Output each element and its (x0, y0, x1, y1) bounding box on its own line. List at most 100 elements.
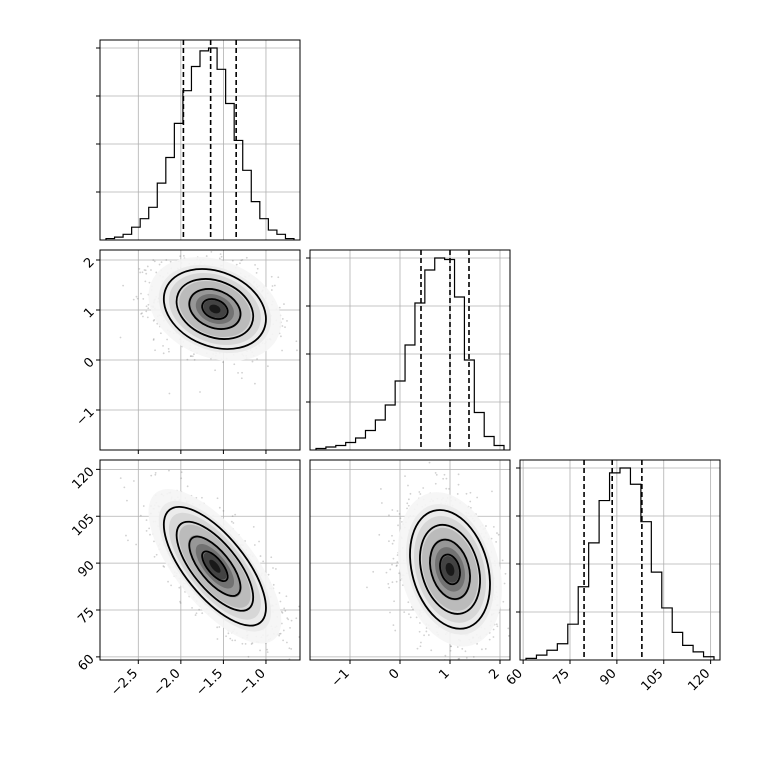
sample-point (147, 307, 150, 310)
density-fill (209, 304, 221, 314)
sample-point (393, 539, 395, 542)
sample-point (399, 579, 402, 582)
sample-point (138, 267, 141, 270)
sample-point (179, 255, 182, 258)
x-tick-label-p0: −2.5 (108, 666, 141, 699)
sample-point (152, 319, 155, 322)
sample-point (182, 254, 185, 257)
x-tick-label-p0: −2.0 (151, 666, 184, 699)
sample-point (186, 358, 189, 361)
density-fill (209, 559, 221, 573)
sample-point (167, 348, 170, 350)
sample-point (267, 573, 270, 576)
sample-point (380, 502, 383, 504)
sample-point (272, 583, 275, 586)
sample-point (154, 471, 157, 474)
sample-point (290, 648, 293, 650)
sample-point (407, 504, 410, 507)
sample-point (150, 269, 152, 271)
sample-point (219, 253, 222, 256)
sample-point (320, 599, 322, 601)
sample-point (168, 469, 170, 472)
sample-point (507, 627, 510, 630)
sample-point (389, 611, 391, 614)
sample-point (270, 556, 273, 559)
sample-point (284, 610, 287, 612)
sample-point (295, 617, 298, 620)
contour-line (439, 553, 461, 586)
sample-point (125, 534, 127, 537)
sample-point (256, 358, 258, 360)
sample-point (507, 634, 510, 637)
sample-point (154, 473, 157, 476)
panel-frame-p0-p2 (99, 459, 301, 661)
panel-frame-p0-p1 (99, 249, 301, 451)
panel-hist-p2 (519, 459, 721, 661)
sample-point (168, 392, 171, 395)
sample-point (127, 539, 129, 542)
sample-point (167, 580, 169, 583)
sample-point (457, 658, 460, 660)
sample-point (152, 338, 155, 340)
sample-point (254, 264, 256, 266)
sample-point (409, 492, 412, 495)
sample-point (240, 377, 243, 380)
y-tick-label-p2: 105 (69, 511, 97, 539)
sample-point (239, 262, 241, 265)
sample-point (407, 498, 410, 501)
y-tick-label-p2: 120 (69, 464, 97, 492)
sample-point (423, 634, 425, 637)
sample-point (287, 618, 290, 621)
sample-point (284, 326, 286, 329)
sample-point (272, 567, 274, 569)
sample-point (279, 600, 282, 603)
sample-point (391, 542, 394, 545)
y-tick-label-p1: 1 (81, 305, 97, 321)
sample-point (159, 332, 162, 335)
sample-point (524, 585, 526, 587)
sample-point (456, 493, 459, 495)
sample-point (145, 310, 148, 313)
sample-point (283, 607, 286, 610)
sample-point (222, 361, 224, 364)
sample-point (502, 600, 505, 603)
sample-point (266, 365, 269, 368)
sample-point (252, 661, 254, 663)
panel-frame-p1-p2 (309, 459, 511, 661)
sample-point (170, 584, 172, 587)
sample-point (179, 600, 181, 603)
sample-point (153, 540, 155, 543)
sample-point (282, 639, 285, 642)
sample-point (123, 486, 126, 489)
sample-point (240, 259, 243, 262)
sample-point (473, 693, 475, 695)
sample-point (233, 363, 236, 366)
sample-point (262, 560, 265, 563)
x-tick-label-p0: −1.5 (193, 666, 226, 699)
sample-point (218, 506, 221, 509)
sample-point (389, 568, 392, 571)
sample-point (427, 634, 430, 636)
sample-point (398, 572, 401, 575)
panel-hist-p0 (99, 39, 301, 241)
sample-point (289, 627, 291, 629)
sample-point (407, 484, 409, 487)
sample-point (231, 639, 234, 642)
frame-layer (99, 39, 721, 661)
sample-point (153, 318, 156, 321)
panel-hist-p1 (309, 249, 511, 451)
sample-point (140, 292, 142, 295)
contour-line (162, 505, 267, 627)
sample-point (275, 685, 277, 687)
sample-point (145, 305, 148, 308)
y-tick-label-p1: 2 (81, 255, 97, 271)
sample-point (252, 525, 255, 528)
sample-point (150, 474, 153, 477)
sample-point (445, 477, 448, 480)
sample-point (146, 265, 149, 268)
sample-point (278, 632, 281, 635)
sample-point (266, 651, 269, 654)
sample-point (255, 272, 258, 274)
sample-point (280, 622, 283, 625)
sample-point (186, 485, 189, 488)
